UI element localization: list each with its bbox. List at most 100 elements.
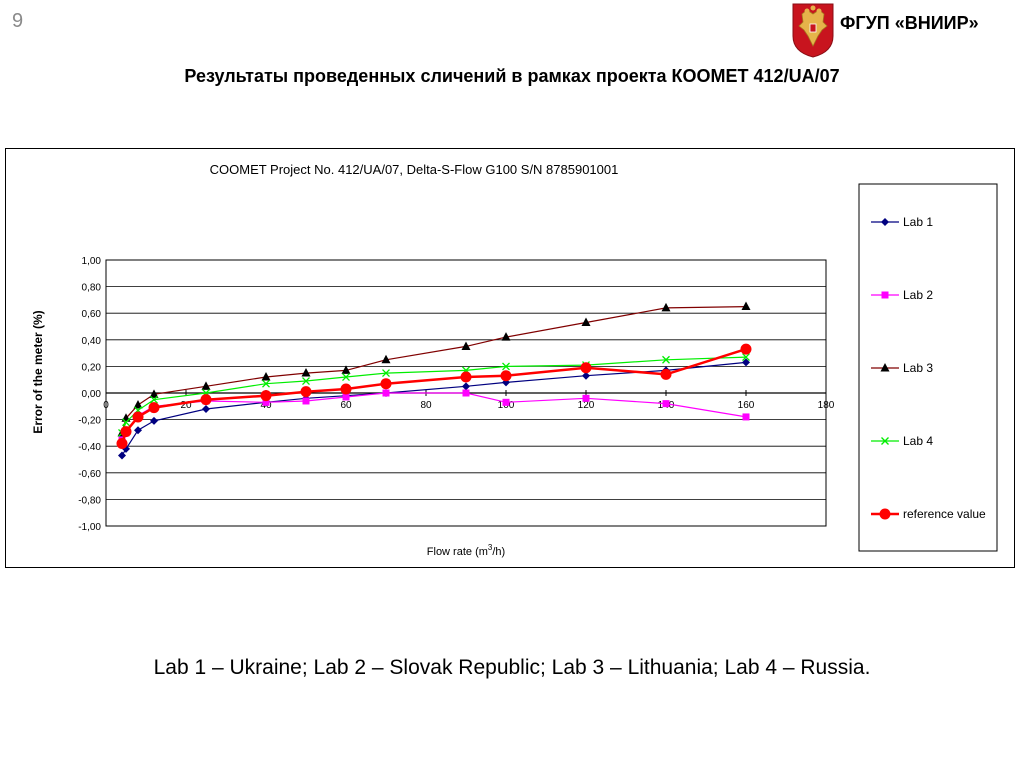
data-point [660, 368, 672, 380]
y-tick-label: 0,20 [82, 362, 102, 373]
data-point [202, 404, 210, 413]
y-axis-label: Error of the meter (%) [31, 310, 45, 433]
legend-entry: Lab 1 [871, 215, 933, 229]
data-point [150, 416, 158, 425]
series-lab-4 [118, 353, 750, 437]
data-point [122, 418, 130, 427]
data-point [502, 378, 510, 387]
data-point [132, 411, 144, 423]
data-point [261, 372, 271, 381]
data-point [662, 400, 670, 408]
data-point [262, 398, 270, 406]
legend-marker [881, 291, 889, 299]
page-title: Результаты проведенных сличений в рамках… [184, 66, 840, 86]
chart-title: COOMET Project No. 412/UA/07, Delta-S-Fl… [210, 162, 619, 177]
data-point [150, 395, 158, 404]
y-tick-label: 0,40 [82, 336, 102, 347]
data-point [740, 343, 752, 355]
series-layer [116, 301, 752, 460]
legend-label: Lab 2 [903, 288, 933, 302]
data-point [301, 368, 311, 377]
legend-entry: Lab 4 [871, 434, 933, 448]
data-point [742, 358, 750, 367]
x-tick-label: 160 [738, 400, 755, 411]
legend-label: Lab 3 [903, 361, 933, 375]
x-tick-label: 80 [420, 400, 432, 411]
error-vs-flow-chart: COOMET Project No. 412/UA/07, Delta-S-Fl… [31, 162, 998, 558]
legend-entry: reference value [871, 507, 986, 521]
data-point [581, 317, 591, 327]
x-tick-label: 60 [340, 400, 352, 411]
y-tick-label: -0,20 [78, 416, 101, 427]
data-point [502, 362, 510, 371]
series-line [121, 306, 747, 434]
data-point [662, 355, 670, 364]
y-tick-label: 0,60 [82, 309, 102, 320]
data-point [342, 373, 350, 381]
data-point [302, 397, 310, 405]
legend-marker [881, 218, 889, 226]
data-point [500, 370, 512, 382]
legend-entry: Lab 2 [871, 288, 933, 302]
data-point [501, 332, 511, 341]
data-point [340, 383, 352, 395]
y-tick-label: 1,00 [82, 256, 102, 267]
legend-marker [881, 437, 889, 445]
lab-legend-footnote: Lab 1 – Ukraine; Lab 2 – Slovak Republic… [153, 656, 871, 679]
x-axis-label-sup: 3 [488, 543, 493, 552]
data-point [118, 451, 126, 460]
data-point [201, 381, 211, 390]
data-point [148, 402, 160, 414]
data-point [302, 377, 310, 385]
legend-marker [879, 508, 891, 520]
x-axis-label-tail: /h) [492, 546, 505, 558]
x-axis-label-main: Flow rate (m [427, 546, 488, 558]
y-tick-label: -1,00 [78, 522, 101, 533]
data-point [580, 362, 592, 374]
data-point [462, 389, 470, 397]
data-point [461, 341, 471, 350]
data-point [382, 369, 390, 378]
x-tick-label: 20 [180, 400, 192, 411]
data-point [741, 301, 751, 311]
y-tick-label: -0,60 [78, 469, 101, 480]
data-point [661, 302, 671, 312]
data-point [149, 389, 159, 398]
y-tick-label: -0,80 [78, 495, 101, 506]
series-line [121, 361, 747, 456]
slide-number: 9 [12, 10, 24, 32]
data-point [462, 382, 470, 391]
data-point [382, 389, 390, 397]
data-point [260, 390, 272, 402]
data-point [381, 354, 391, 364]
data-point [582, 371, 590, 380]
data-point [200, 394, 212, 406]
y-tick-label: 0,80 [82, 283, 102, 294]
data-point [262, 379, 270, 388]
data-point [300, 386, 312, 398]
x-tick-label: 180 [818, 400, 835, 411]
series-reference-value [116, 343, 752, 450]
legend: Lab 1 Lab 2 Lab 3 Lab 4 reference value [871, 215, 986, 521]
x-axis-label: Flow rate (m3/h) [427, 543, 505, 558]
data-point [502, 398, 510, 406]
legend-label: reference value [903, 507, 986, 521]
legend-marker [880, 363, 890, 372]
legend-entry: Lab 3 [871, 361, 933, 375]
y-tick-label: -0,40 [78, 442, 101, 453]
organization-name: ФГУП «ВНИИР» [840, 13, 979, 33]
data-point [134, 426, 142, 435]
legend-label: Lab 1 [903, 215, 933, 229]
data-point [116, 438, 128, 450]
brand-header: ФГУП «ВНИИР» [790, 2, 1020, 58]
y-tick-label: 0,00 [82, 389, 102, 400]
data-point [460, 371, 472, 383]
data-point [120, 426, 132, 438]
x-tick-label: 120 [578, 400, 595, 411]
data-point [742, 353, 750, 362]
chart-frame: COOMET Project No. 412/UA/07, Delta-S-Fl… [5, 148, 1015, 568]
data-point [341, 365, 351, 374]
data-point [742, 413, 750, 421]
data-point [582, 394, 590, 402]
legend-label: Lab 4 [903, 434, 933, 448]
